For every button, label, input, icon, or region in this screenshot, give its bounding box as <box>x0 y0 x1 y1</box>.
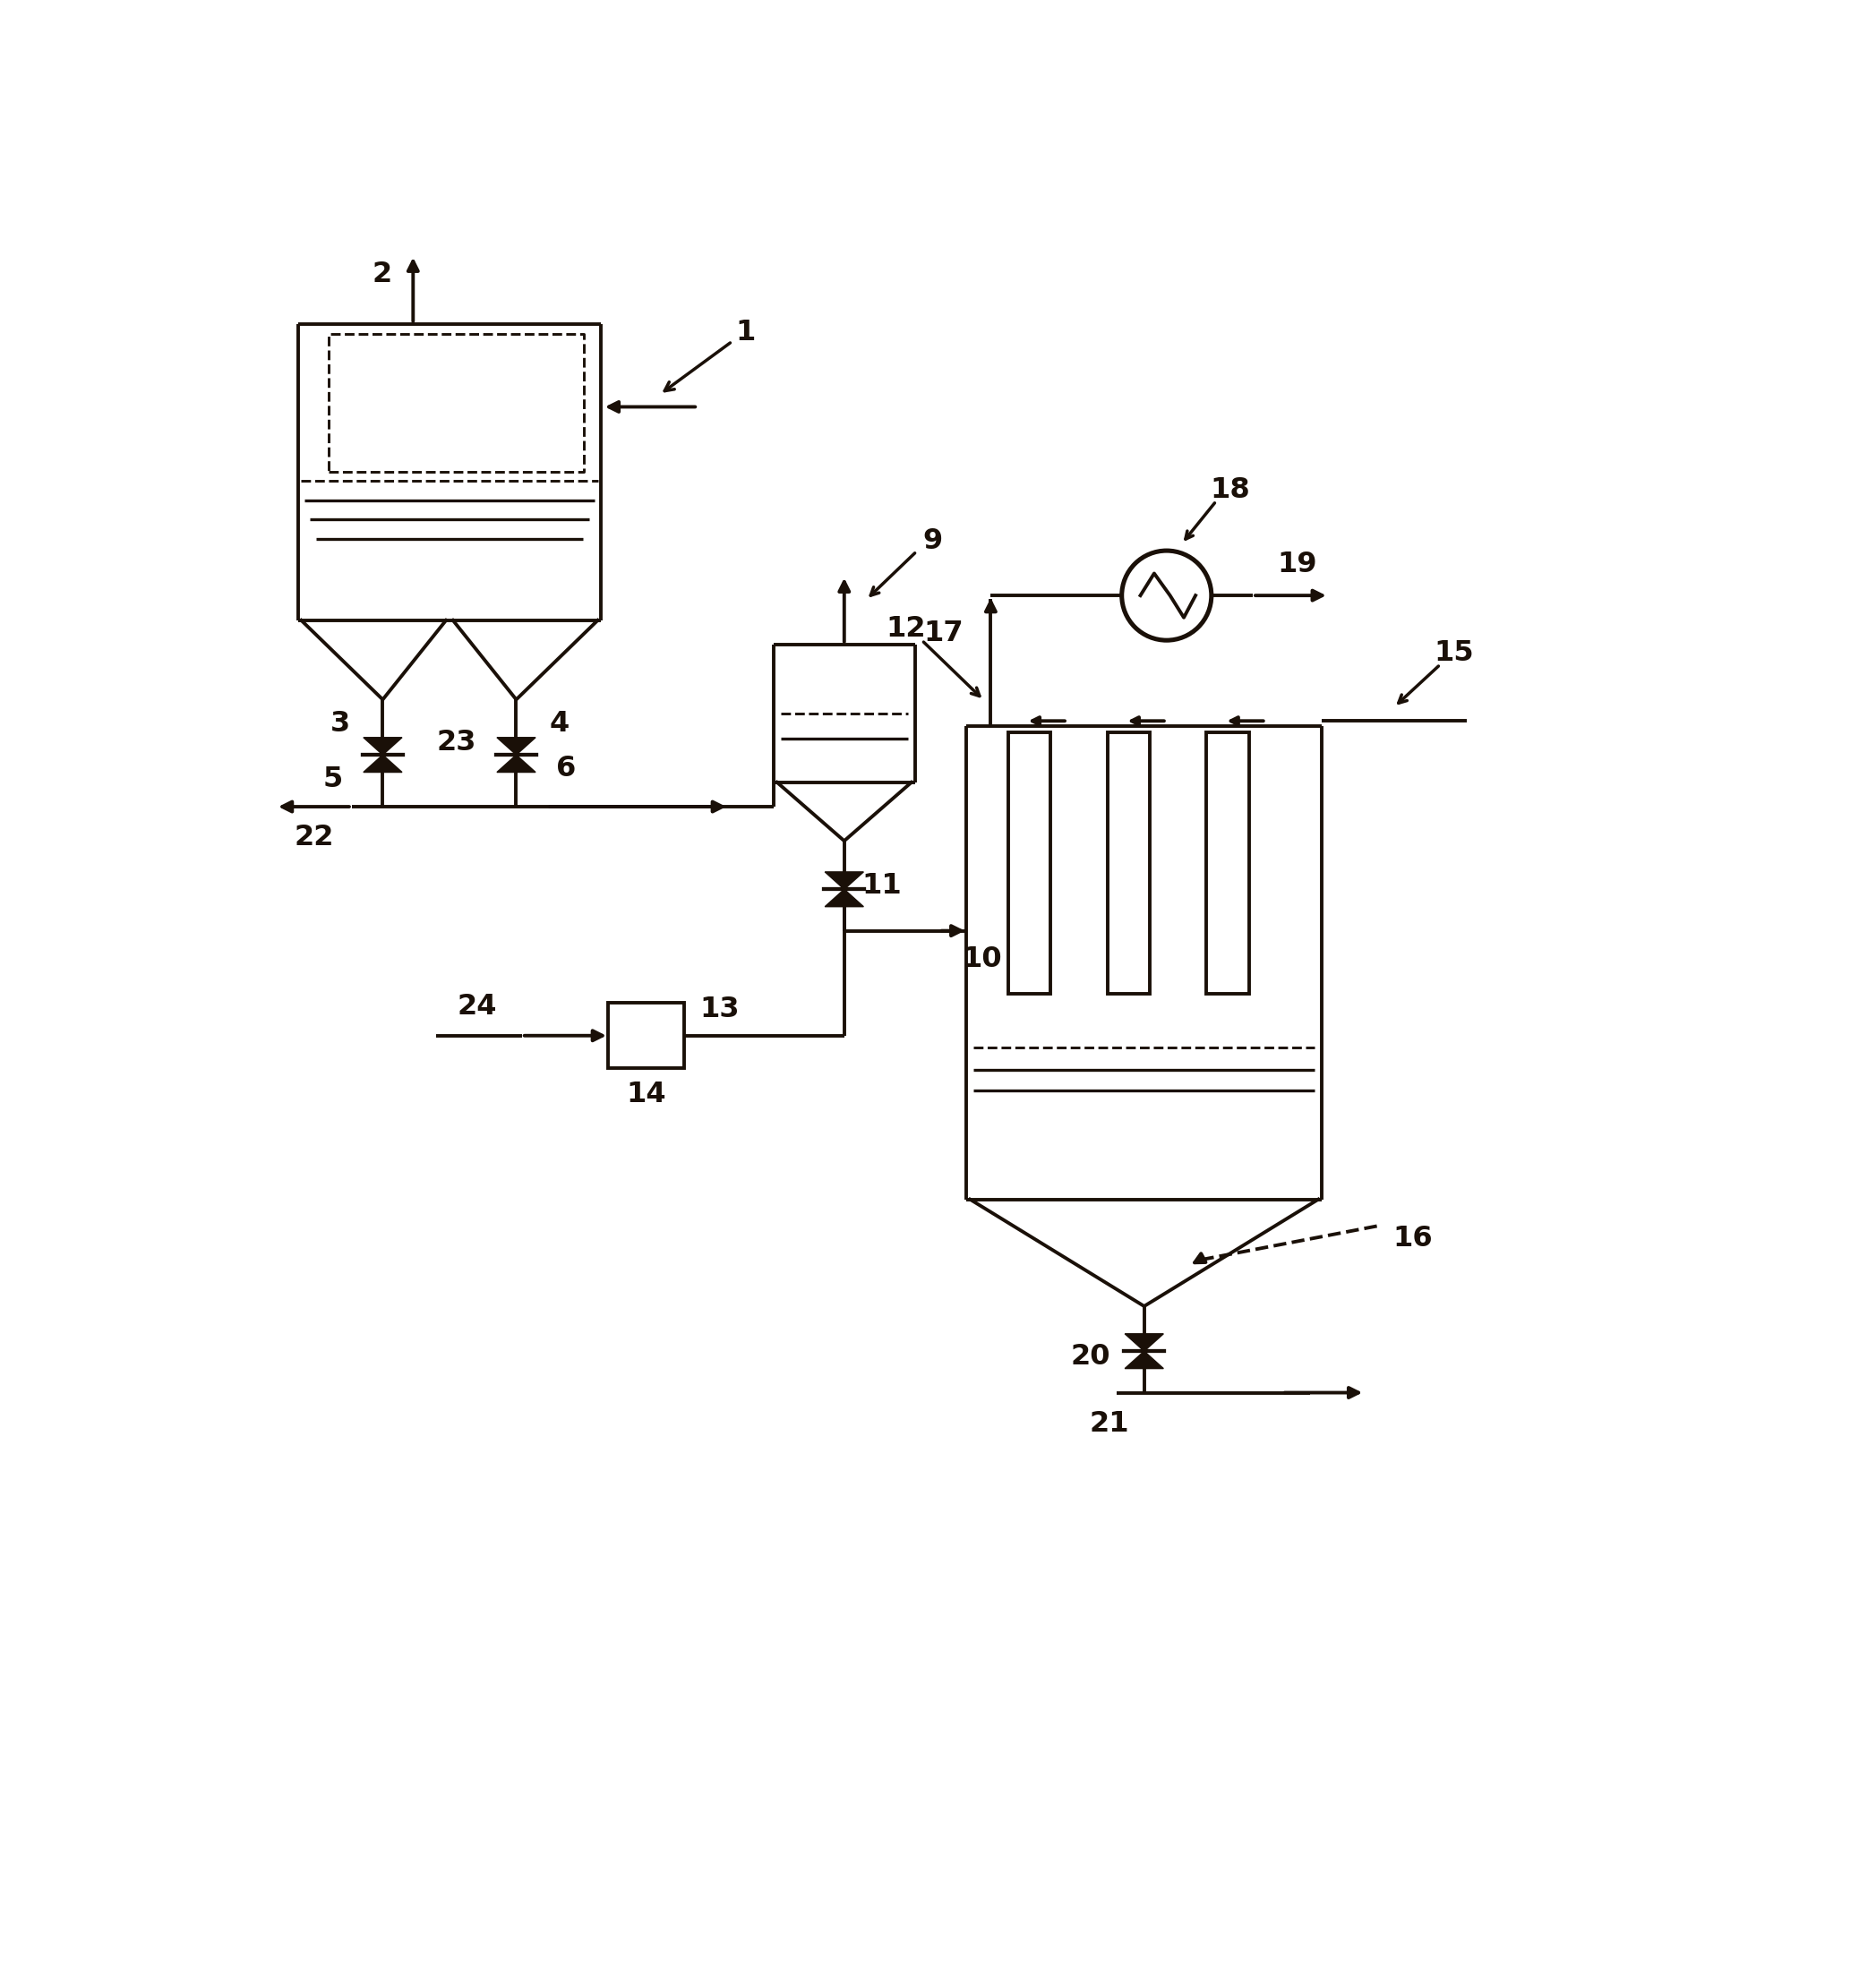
Polygon shape <box>825 871 863 889</box>
Text: 19: 19 <box>1278 551 1317 579</box>
Text: 18: 18 <box>1210 476 1249 504</box>
Text: 9: 9 <box>923 527 942 555</box>
Polygon shape <box>497 754 535 772</box>
Text: 20: 20 <box>1071 1343 1111 1371</box>
Text: 14: 14 <box>627 1080 666 1108</box>
Text: 23: 23 <box>437 729 477 756</box>
Text: 10: 10 <box>962 946 1002 974</box>
Polygon shape <box>1126 1351 1163 1369</box>
Text: 17: 17 <box>923 620 964 648</box>
Text: 13: 13 <box>700 995 739 1023</box>
Text: 5: 5 <box>323 764 343 792</box>
Polygon shape <box>364 737 401 754</box>
Text: 12: 12 <box>885 614 927 642</box>
Polygon shape <box>1126 1333 1163 1351</box>
Polygon shape <box>497 737 535 754</box>
Polygon shape <box>825 889 863 907</box>
Text: 1: 1 <box>735 318 756 346</box>
Text: 22: 22 <box>295 824 334 851</box>
Text: 3: 3 <box>330 709 351 739</box>
Bar <box>1107 733 1150 993</box>
Text: 6: 6 <box>555 754 576 782</box>
Polygon shape <box>364 754 401 772</box>
Text: 21: 21 <box>1090 1410 1129 1438</box>
Text: 4: 4 <box>550 709 568 739</box>
Text: 24: 24 <box>458 993 497 1021</box>
Bar <box>1007 733 1051 993</box>
Text: 2: 2 <box>371 261 392 288</box>
Text: 16: 16 <box>1392 1224 1433 1252</box>
Bar <box>608 1003 685 1068</box>
Text: 15: 15 <box>1433 640 1475 668</box>
Text: 11: 11 <box>863 871 902 901</box>
Bar <box>1206 733 1249 993</box>
